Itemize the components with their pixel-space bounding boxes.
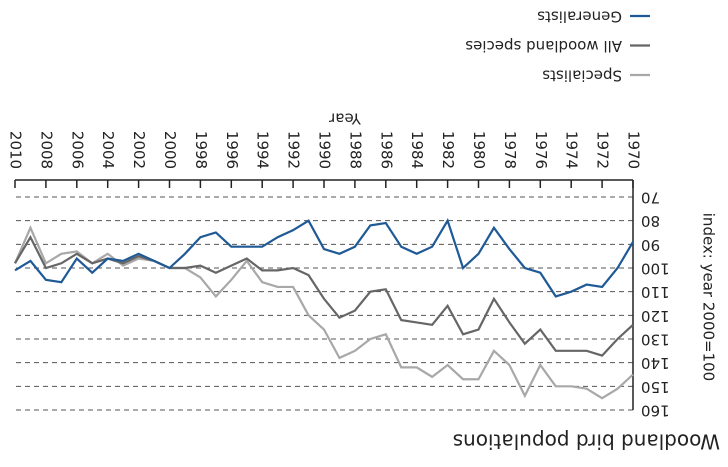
x-tick-label: 1970 [625,131,643,169]
legend-label: Generalists [537,8,622,26]
x-tick-label: 2006 [68,131,86,169]
x-tick-label: 2000 [161,131,179,169]
x-tick-label: 2008 [37,131,55,169]
x-tick-label: 2010 [7,131,25,169]
y-tick-label: 90 [641,236,660,254]
series-line [13,225,634,400]
y-axis-label: index: year 2000=100 [700,213,718,381]
y-tick-label: 150 [641,378,670,396]
x-tick-label: 1990 [316,131,334,169]
chart-body: Woodland bird populations index: year 20… [7,8,721,454]
x-tick-label: 1986 [377,131,395,169]
legend-label: Specialists [542,67,622,85]
legend-label: All woodland species [465,37,622,55]
y-tick-label: 120 [641,307,670,325]
x-tick-label: 1996 [223,131,241,169]
x-tick-label: 1994 [254,131,272,169]
x-tick-label: 2002 [130,131,148,169]
y-tick-label: 130 [641,331,670,349]
x-tick-label: 1978 [501,131,519,169]
series-line [14,218,634,298]
y-tick-label: 160 [641,402,670,420]
series-line [14,234,634,357]
x-tick-label: 1988 [346,131,364,169]
x-tick-label: 1982 [439,131,457,169]
x-tick-label: 1980 [470,131,488,169]
y-tick-label: 100 [641,260,670,278]
x-tick-label: 1974 [563,131,581,169]
y-tick-label: 70 [641,189,660,207]
x-tick-label: 1972 [594,131,612,169]
y-tick-label: 140 [641,354,670,372]
chart-title: Woodland bird populations [453,430,720,454]
x-tick-label: 1976 [532,131,550,169]
y-tick-label: 110 [641,283,670,301]
x-tick-label: 2004 [99,131,117,169]
x-axis-label: Year [328,110,362,128]
x-tick-label: 1998 [192,131,210,169]
x-tick-label: 1984 [408,131,426,169]
x-tick-label: 1992 [285,131,303,169]
y-tick-label: 80 [641,212,660,230]
